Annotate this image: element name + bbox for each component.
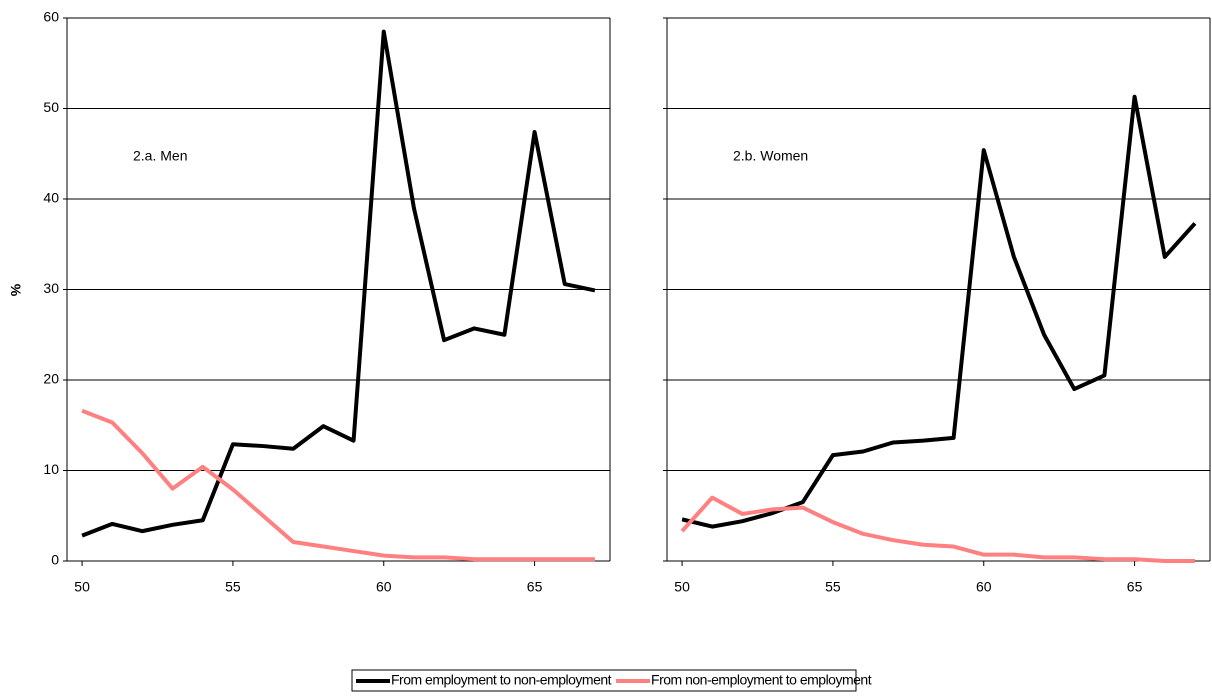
x-tick-label: 50 xyxy=(74,579,90,595)
y-tick-label: 30 xyxy=(43,280,59,296)
y-tick-label: 0 xyxy=(51,552,59,568)
x-tick-label: 60 xyxy=(376,579,392,595)
line-series xyxy=(680,495,1195,563)
x-tick-label: 60 xyxy=(976,579,992,595)
legend-label: From employment to non-employment xyxy=(391,672,612,688)
y-tick-label: 10 xyxy=(43,461,59,477)
legend-box xyxy=(351,669,857,692)
x-tick-label: 55 xyxy=(825,579,841,595)
y-tick-label: 20 xyxy=(43,371,59,387)
x-tick-label: 50 xyxy=(674,579,690,595)
y-tick-label: 60 xyxy=(43,9,59,25)
y-tick-label: 50 xyxy=(43,99,59,115)
annotation: 2.b. Women xyxy=(733,148,808,164)
line-series xyxy=(681,94,1197,529)
y-tick-label: 40 xyxy=(43,190,59,206)
x-tick-label: 55 xyxy=(225,579,241,595)
y-axis-label: % xyxy=(8,283,24,296)
x-tick-label: 65 xyxy=(1127,579,1143,595)
line-series xyxy=(81,29,596,538)
legend-label: From non-employment to employment xyxy=(651,672,872,688)
line-series xyxy=(81,408,595,562)
x-tick-label: 65 xyxy=(527,579,543,595)
annotation: 2.a. Men xyxy=(133,148,187,164)
